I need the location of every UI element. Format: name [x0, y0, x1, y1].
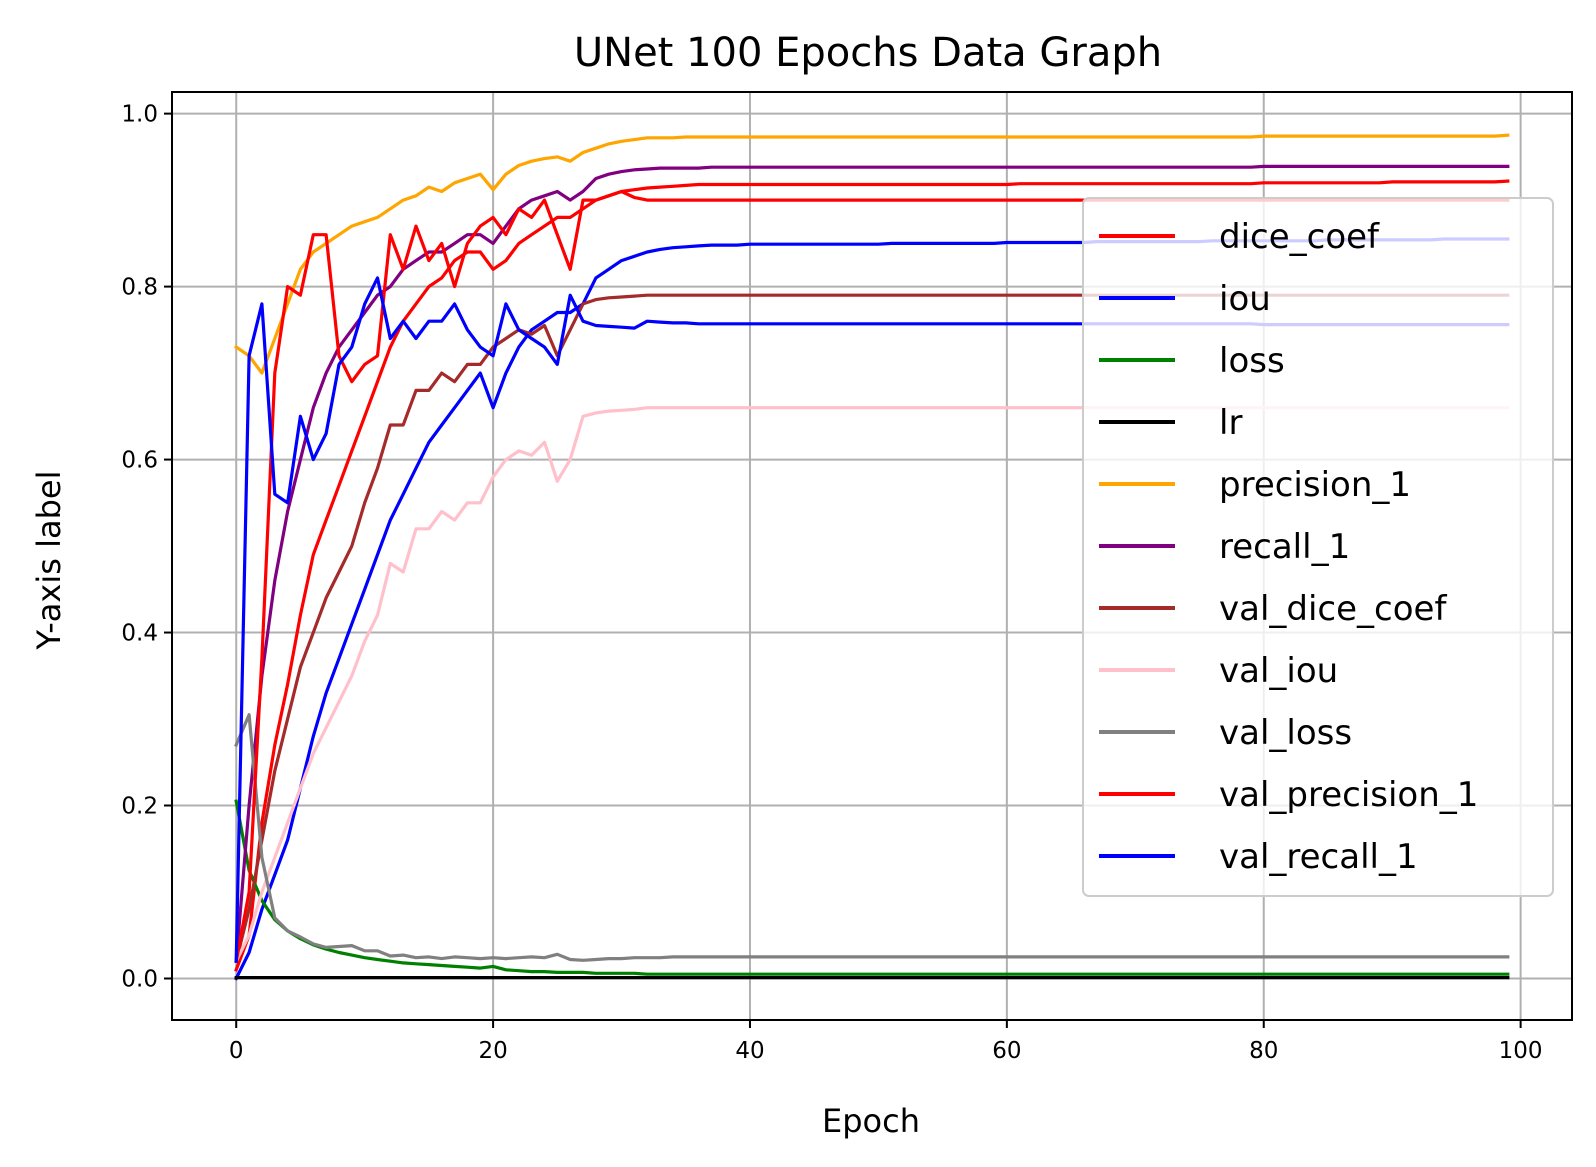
legend-entry-label: val_loss [1219, 713, 1352, 753]
y-tick-label: 0.6 [121, 448, 158, 474]
y-tick-label: 0.8 [121, 275, 158, 301]
series-line-loss [234, 799, 1510, 976]
chart-title: UNet 100 Epochs Data Graph [574, 30, 1162, 76]
y-tick-label: 1.0 [121, 102, 158, 128]
legend-entry-label: val_recall_1 [1219, 837, 1418, 877]
legend-entry-label: val_iou [1219, 651, 1338, 691]
legend-entry-label: val_dice_coef [1219, 589, 1447, 629]
legend-entry-label: lr [1219, 403, 1242, 443]
plot-area-frame [171, 91, 1573, 1021]
series-line-val-loss [234, 713, 1510, 962]
x-tick-label: 80 [1249, 1038, 1278, 1064]
x-tick-label: 60 [992, 1038, 1021, 1064]
y-tick-label: 0.4 [121, 621, 158, 647]
x-axis-label: Epoch [822, 1102, 920, 1140]
axis-ticks: 0 20 40 60 80 100 0.0 0.2 0.4 0.6 0.8 1.0 [121, 102, 1542, 1064]
y-tick-label: 0.2 [121, 794, 158, 820]
legend-entry-label: iou [1219, 279, 1271, 319]
legend-entry-label: precision_1 [1219, 465, 1411, 505]
x-tick-label: 20 [478, 1038, 507, 1064]
series-line-recall-1 [234, 164, 1510, 963]
series-line-precision-1 [233, 133, 1510, 375]
x-tick-label: 0 [229, 1038, 244, 1064]
x-tick-label: 100 [1499, 1038, 1543, 1064]
y-tick-label: 0.0 [121, 966, 158, 992]
legend-entry-label: recall_1 [1219, 527, 1350, 567]
y-axis-label: Y-axis label [30, 471, 68, 651]
legend-box [1082, 197, 1554, 897]
legend-entry-label: dice_coef [1219, 217, 1380, 257]
legend-entry-label: loss [1219, 341, 1285, 381]
x-tick-label: 40 [735, 1038, 764, 1064]
legend-entry-label: val_precision_1 [1219, 775, 1478, 815]
